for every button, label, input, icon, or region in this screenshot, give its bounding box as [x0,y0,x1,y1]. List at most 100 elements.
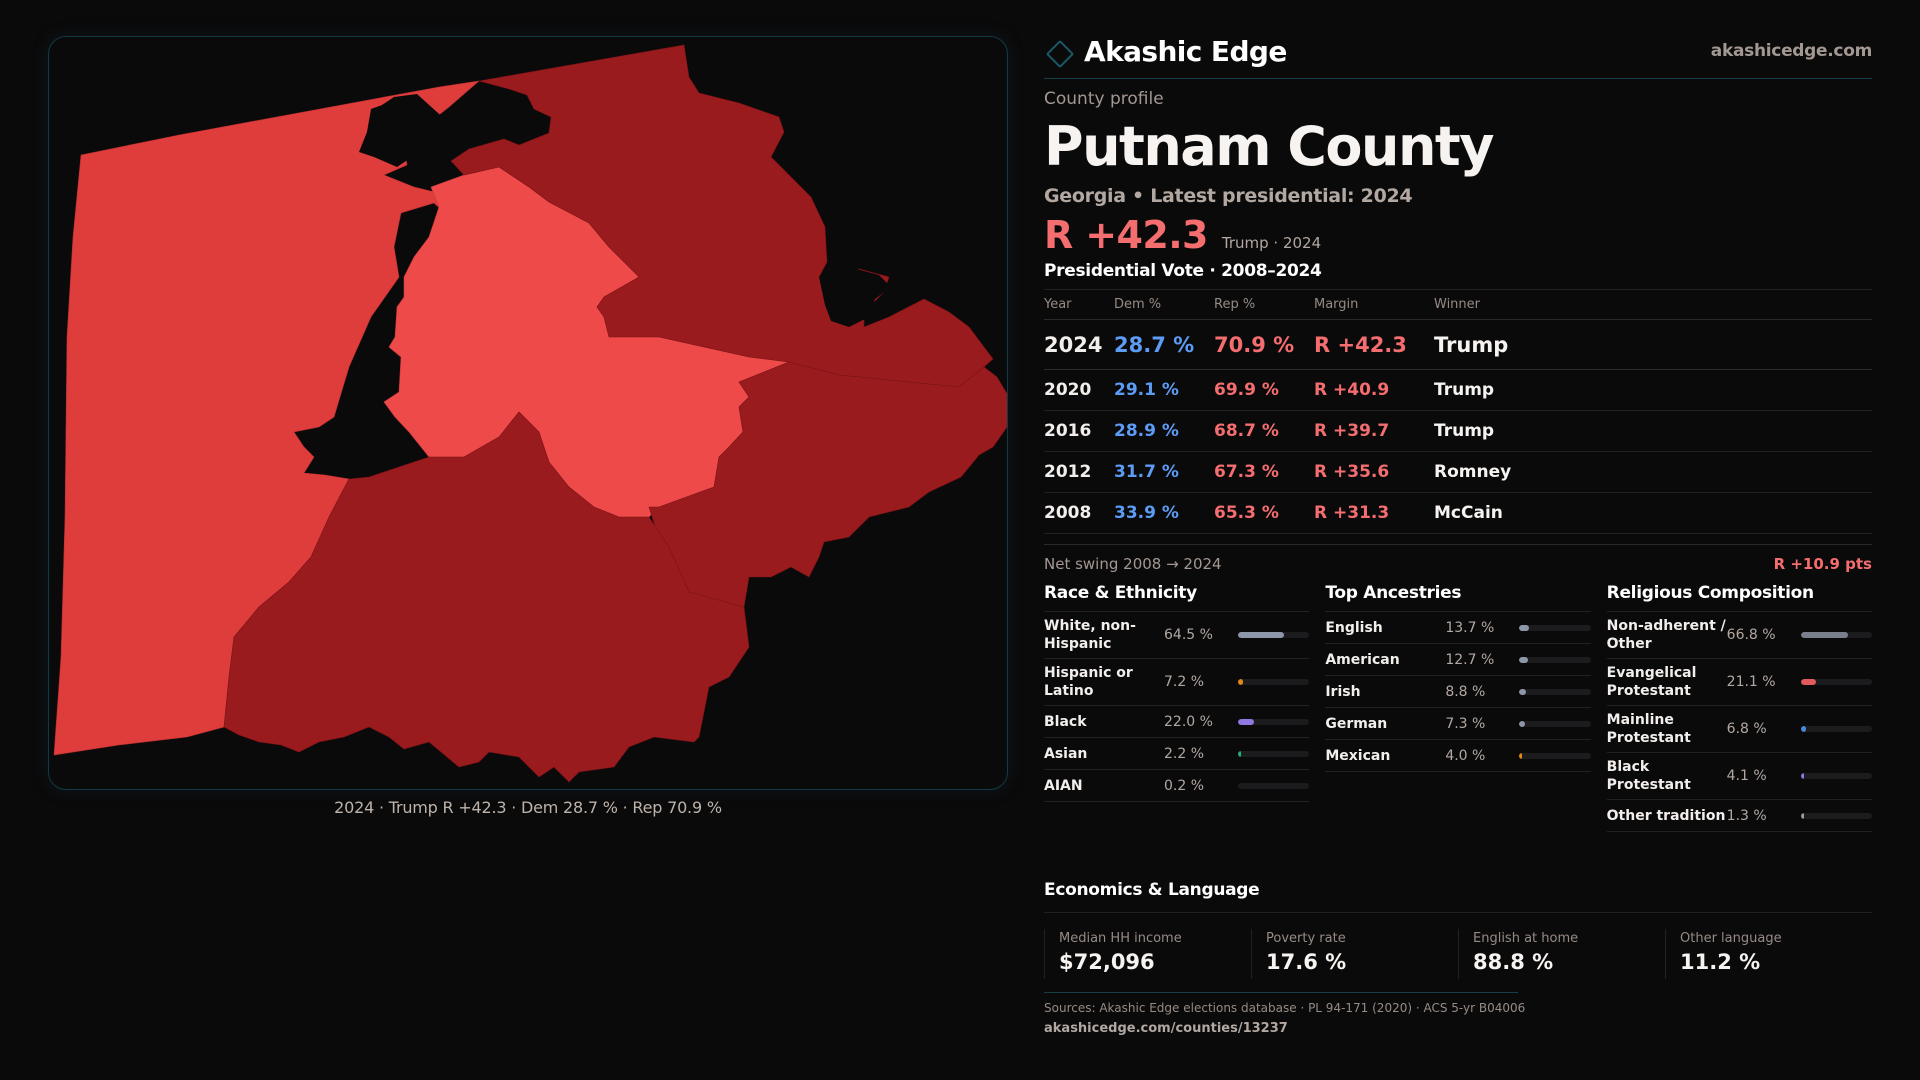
religion-row: Mainline Protestant 6.8 % [1606,706,1872,753]
economics-card-label: Median HH income [1059,931,1182,946]
vote-row-2020: 2020 29.1 % 69.9 % R +40.9 Trump [1044,369,1872,411]
map-lake-inlet [819,267,891,327]
religion-row: Evangelical Protestant 21.1 % [1606,659,1872,706]
economics-card-value: $72,096 [1059,950,1155,974]
ancestry-row: English 13.7 % [1325,612,1591,644]
vote-cell-winner: Trump [1434,319,1872,370]
header-margin: Margin [1314,289,1434,320]
net-swing-value: R +10.9 pts [1773,555,1872,573]
ancestry-label: American [1325,651,1400,668]
economics-section: Economics & Language Median HH income $72… [1044,880,1872,1036]
footer-divider [1044,992,1518,993]
race-title: Race & Ethnicity [1044,583,1310,612]
vote-cell-year: 2016 [1044,410,1114,452]
race-bar-fill [1238,679,1244,685]
ancestry-bar-fill [1519,720,1525,727]
vote-cell-year: 2020 [1044,369,1114,411]
religion-list: Non-adherent / Other 66.8 % Evangelical Pr… [1606,612,1872,832]
vote-cell-dem: 33.9 % [1114,492,1214,534]
religion-label: Evangelical Protestant [1606,665,1697,699]
county-profile-panel: Akashic Edge akashicedge.com County prof… [1044,30,1872,832]
religion-value: 6.8 % [1726,721,1767,737]
vote-cell-margin: R +35.6 [1314,451,1434,493]
ancestry-label: German [1325,715,1388,732]
race-label: Black [1044,713,1087,730]
ancestry-value: 8.8 % [1445,683,1486,700]
ancestry-value: 7.3 % [1445,715,1486,732]
net-swing: Net swing 2008 → 2024 R +10.9 pts [1044,544,1872,573]
ancestry-bar-track [1519,688,1591,695]
ancestry-value: 12.7 % [1445,651,1495,668]
economics-card: English at home 88.8 % [1458,929,1665,979]
vote-cell-dem: 29.1 % [1114,369,1214,411]
vote-row-2024: 2024 28.7 % 70.9 % R +42.3 Trump [1044,319,1872,370]
headline-margin-value: R +42.3 [1044,213,1208,257]
economics-card-value: 88.8 % [1473,950,1554,974]
race-bar-fill [1238,718,1254,725]
religion-bar-fill [1800,726,1806,732]
county-map[interactable] [48,36,1008,790]
ancestry-row: American 12.7 % [1325,644,1591,676]
religion-value: 1.3 % [1726,807,1767,824]
race-value: 2.2 % [1164,745,1205,762]
race-label: AIAN [1044,777,1083,794]
ancestry-value: 4.0 % [1445,747,1486,764]
source-url[interactable]: akashicedge.com/counties/13237 [1044,1021,1288,1036]
vote-cell-dem: 31.7 % [1114,451,1214,493]
vote-cell-rep: 69.9 % [1214,369,1314,411]
map-region-east[interactable] [648,361,1008,613]
ancestry-bar-fill [1519,656,1529,663]
religion-bar-fill [1800,773,1804,779]
ancestry-row: Mexican 4.0 % [1325,740,1591,772]
religion-bar-track [1800,679,1872,685]
religion-bar-fill [1800,679,1816,685]
economics-card-label: Poverty rate [1266,931,1346,946]
map-region-south[interactable] [223,411,750,783]
economics-card: Median HH income $72,096 [1044,929,1251,979]
religion-label: Black Protestant [1606,759,1691,793]
brand-name: Akashic Edge [1084,34,1287,68]
religion-bar-track [1800,773,1872,779]
vote-cell-margin: R +31.3 [1314,492,1434,534]
header-rep: Rep % [1214,289,1314,320]
race-row: Asian 2.2 % [1044,738,1310,770]
religion-title: Religious Composition [1606,583,1872,612]
ancestry-bar-fill [1519,752,1523,759]
religion-row: Non-adherent / Other 66.8 % [1606,612,1872,659]
religion-bar-track [1800,812,1872,819]
headline-margin-sub: Trump · 2024 [1221,234,1322,252]
race-value: 64.5 % [1164,627,1213,643]
brand-header: Akashic Edge akashicedge.com [1044,30,1872,72]
subtitle: Georgia • Latest presidential: 2024 [1044,185,1413,207]
vote-cell-margin: R +40.9 [1314,369,1434,411]
diamond-outline-icon [1045,39,1075,69]
brand[interactable]: Akashic Edge [1044,34,1287,69]
vote-cell-year: 2024 [1044,319,1114,370]
race-bar-track [1238,718,1310,725]
eyebrow: County profile [1044,89,1164,109]
race-row: Hispanic or Latino 7.2 % [1044,659,1310,706]
demographics: Race & Ethnicity White, non-Hispanic 64.5… [1044,583,1872,832]
religion-row: Other tradition 1.3 % [1606,800,1872,832]
vote-cell-dem: 28.7 % [1114,319,1214,370]
religion-label: Mainline Protestant [1606,712,1691,746]
vote-cell-rep: 70.9 % [1214,319,1314,370]
ancestry-label: Mexican [1325,747,1391,764]
race-row: AIAN 0.2 % [1044,770,1310,802]
vote-section-title: Presidential Vote · 2008–2024 [1044,261,1322,281]
vote-table: Year Dem % Rep % Margin Winner 2024 28.7 … [1044,289,1872,534]
site-link[interactable]: akashicedge.com [1710,41,1873,61]
ancestry-label: English [1325,619,1383,636]
race-bar-fill [1238,750,1241,757]
vote-cell-winner: Trump [1434,369,1872,411]
religion-bar-track [1800,726,1872,732]
header-divider [1044,78,1872,79]
vote-row-2012: 2012 31.7 % 67.3 % R +35.6 Romney [1044,451,1872,493]
ancestry-row: German 7.3 % [1325,708,1591,740]
ancestry-title: Top Ancestries [1325,583,1591,612]
vote-cell-margin: R +42.3 [1314,319,1434,370]
map-caption: 2024 · Trump R +42.3 · Dem 28.7 % · Rep … [334,798,722,817]
map-region-no-data [359,94,471,167]
ancestry-bar-track [1519,624,1591,631]
economics-card-label: English at home [1473,931,1579,946]
